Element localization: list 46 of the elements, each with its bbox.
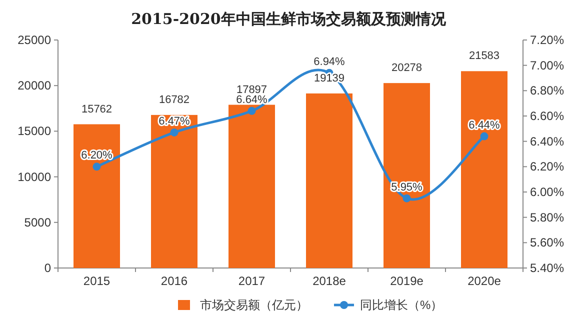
legend-label: 市场交易额（亿元）: [200, 298, 308, 312]
data-label: 6.47%: [158, 115, 190, 128]
y-tick-label: 0: [44, 261, 52, 275]
data-label: 16782: [158, 94, 190, 106]
data-label: 17897: [236, 84, 268, 96]
bar: [306, 93, 352, 268]
x-tick-label: 2017: [238, 274, 266, 288]
chart-title: 2015-2020年中国生鲜市场交易额及预测情况: [131, 10, 447, 28]
data-label: 15762: [81, 103, 112, 116]
x-tick-label: 2020e: [468, 274, 502, 288]
y-tick-label: 20000: [18, 78, 52, 93]
point: [170, 128, 178, 136]
y-tick-label: 10000: [18, 170, 52, 184]
y-tick-label: 25000: [18, 33, 52, 47]
y2-tick-label: 7.00%: [530, 58, 564, 72]
bar: [74, 124, 120, 268]
bar: [461, 71, 508, 268]
x-tick-label: 2015: [83, 274, 110, 288]
data-label: 6.20%: [81, 150, 113, 162]
y2-tick-label: 6.60%: [530, 109, 564, 123]
y2-tick-label: 6.20%: [530, 160, 564, 174]
x-tick-label: 2018e: [312, 274, 346, 288]
point: [92, 162, 101, 171]
x-tick-label: 2016: [160, 274, 188, 288]
point: [480, 132, 488, 140]
y2-tick-label: 7.20%: [530, 33, 564, 47]
data-label: 6.64%: [236, 94, 268, 106]
point: [248, 106, 256, 115]
point: [402, 194, 411, 202]
data-label: 6.44%: [468, 119, 500, 132]
data-label: 6.94%: [314, 56, 346, 68]
y2-tick-label: 6.80%: [530, 84, 564, 98]
y-tick-label: 15000: [18, 124, 52, 138]
legend-label: 同比增长（%）: [360, 298, 443, 312]
x-tick-label: 2019e: [390, 274, 424, 288]
bar: [384, 83, 430, 268]
y2-tick-label: 5.40%: [530, 261, 564, 275]
y2-tick-label: 5.60%: [530, 236, 564, 250]
y2-tick-label: 5.80%: [530, 210, 564, 224]
bar: [151, 114, 198, 268]
y2-tick-label: 6.40%: [530, 134, 564, 148]
data-label: 21583: [468, 50, 500, 62]
y2-tick-label: 6.00%: [530, 185, 564, 199]
bar: [228, 104, 275, 268]
y-tick-label: 5000: [24, 215, 52, 230]
data-label: 20278: [391, 62, 422, 74]
